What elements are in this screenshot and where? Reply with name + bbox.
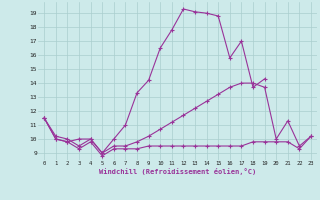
X-axis label: Windchill (Refroidissement éolien,°C): Windchill (Refroidissement éolien,°C) — [99, 168, 256, 175]
